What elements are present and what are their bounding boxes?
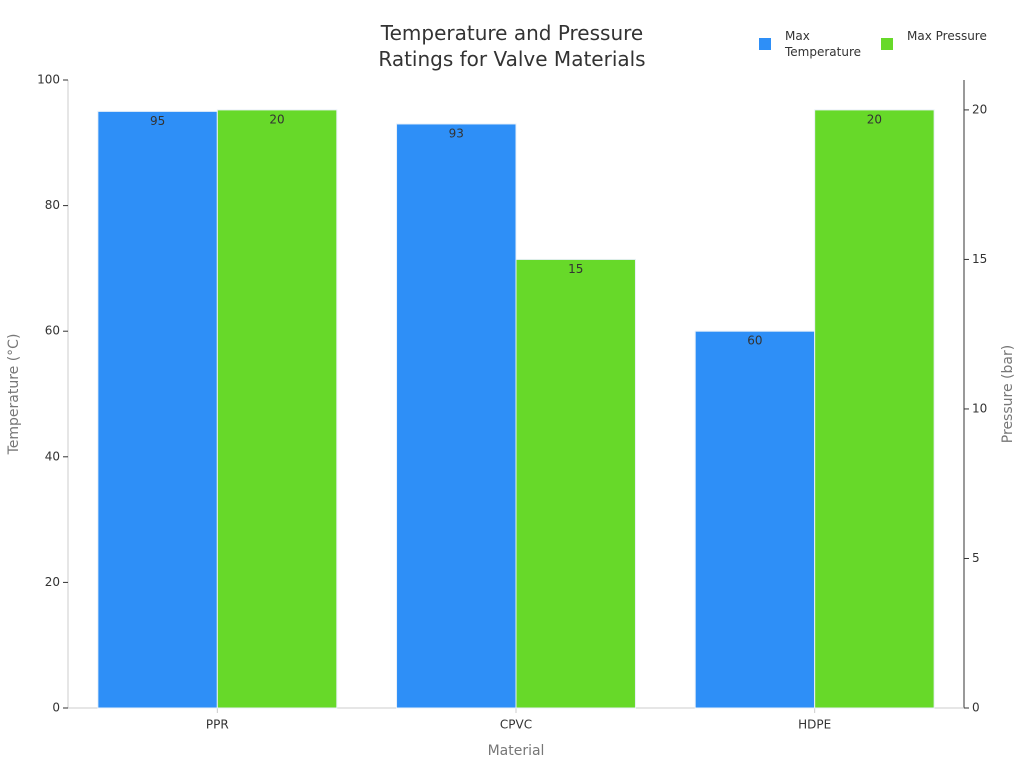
x-axis-label: Material [488, 743, 545, 759]
value-label: 20 [867, 112, 882, 126]
value-label: 60 [747, 334, 762, 348]
bar [694, 330, 816, 709]
y-tick-label: 60 [45, 324, 60, 338]
x-tick-label: PPR [206, 718, 229, 732]
value-label: 15 [568, 262, 583, 276]
x-tick-label: HDPE [798, 718, 831, 732]
value-label: 95 [150, 114, 165, 128]
y2-tick-label: 0 [972, 701, 980, 715]
value-label: 20 [269, 112, 284, 126]
y-tick-label: 80 [45, 198, 60, 212]
y-tick-label: 20 [45, 575, 60, 589]
bar [216, 109, 338, 709]
y-tick-label: 100 [37, 73, 60, 87]
bar [515, 258, 636, 709]
legend-label: Max Pressure [907, 29, 987, 43]
bar [97, 110, 218, 709]
y-tick-label: 0 [52, 701, 60, 715]
chart-title: Temperature and Pressure Ratings for Val… [378, 21, 646, 71]
bar [396, 123, 517, 709]
bar [814, 109, 935, 709]
y2-tick-label: 10 [972, 401, 987, 415]
y2-tick-label: 5 [972, 551, 980, 565]
x-tick-label: CPVC [500, 718, 532, 732]
value-label: 93 [449, 126, 464, 140]
legend-swatch [881, 38, 893, 50]
y2-tick-label: 15 [972, 252, 987, 266]
y-tick-label: 40 [45, 449, 60, 463]
y-axis-label: Temperature (°C) [6, 334, 22, 456]
y2-axis-label: Pressure (bar) [1000, 345, 1016, 443]
legend-label: Max Temperature [785, 29, 862, 59]
legend-swatch [759, 38, 771, 50]
y2-tick-label: 20 [972, 102, 987, 116]
